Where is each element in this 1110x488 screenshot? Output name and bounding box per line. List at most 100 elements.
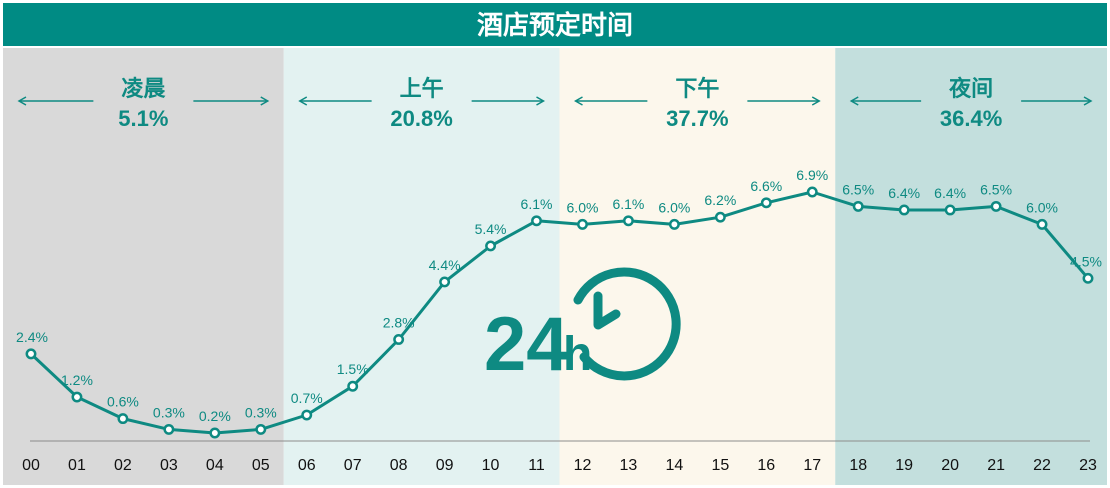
data-point [25, 348, 37, 360]
x-tick-label: 06 [298, 457, 316, 474]
x-tick-label: 04 [206, 457, 224, 474]
x-tick-label: 03 [160, 457, 178, 474]
data-label: 6.5% [842, 181, 874, 197]
data-point [117, 413, 129, 425]
data-label: 0.3% [153, 404, 185, 420]
data-label: 6.6% [750, 178, 782, 194]
x-tick-label: 01 [68, 457, 86, 474]
data-point [944, 204, 956, 216]
period-band [559, 48, 836, 485]
data-point [531, 215, 542, 227]
arrowhead-right [260, 96, 270, 106]
data-point [668, 218, 680, 230]
data-point [714, 211, 726, 223]
period-name: 下午 [675, 76, 719, 102]
x-tick-label: 00 [22, 457, 40, 474]
data-label: 6.1% [612, 196, 644, 212]
logo-number: 24 [484, 302, 569, 387]
arrowhead-right [536, 96, 546, 106]
x-tick-label: 22 [1033, 457, 1051, 474]
arrowhead-left [298, 96, 308, 106]
clock-arc [573, 267, 681, 381]
data-point [760, 197, 772, 209]
data-label: 6.0% [567, 199, 599, 215]
chart-title: 酒店预定时间 [477, 10, 633, 41]
x-tick-label: 15 [711, 457, 729, 474]
data-label: 6.5% [980, 181, 1012, 197]
data-label: 6.0% [1026, 199, 1058, 215]
data-point [301, 409, 313, 421]
x-tick-label: 17 [803, 457, 821, 474]
x-tick-label: 09 [436, 457, 454, 474]
x-tick-label: 02 [114, 457, 132, 474]
x-tick-label: 07 [344, 457, 362, 474]
data-point [1036, 218, 1048, 230]
arrowhead-right [1083, 96, 1093, 106]
data-label: 1.2% [61, 372, 93, 388]
data-point [622, 215, 634, 227]
data-point [255, 423, 267, 435]
x-tick-label: 05 [252, 457, 270, 474]
arrowhead-left [849, 96, 859, 106]
data-label: 0.7% [291, 390, 323, 406]
x-tick-label: 14 [665, 457, 683, 474]
data-point [898, 204, 910, 216]
x-tick-label: 18 [849, 457, 867, 474]
data-point [71, 391, 83, 403]
arrowhead-left [17, 96, 27, 106]
data-point [393, 334, 405, 345]
data-label: 6.2% [704, 192, 736, 208]
logo-unit: h [563, 328, 592, 381]
data-point [485, 240, 497, 252]
data-point [163, 423, 175, 435]
data-point [439, 276, 451, 288]
data-point [347, 380, 359, 392]
x-tick-label: 19 [895, 457, 913, 474]
24h-clock-icon: 24 h [484, 267, 681, 387]
data-label: 0.2% [199, 408, 231, 424]
period-name: 凌晨 [121, 77, 166, 102]
arrowhead-left [573, 96, 583, 106]
arrowhead-right [811, 96, 821, 106]
title-bar [3, 3, 1107, 46]
x-tick-label: 21 [987, 457, 1005, 474]
x-tick-label: 20 [941, 457, 959, 474]
data-label: 6.1% [521, 196, 553, 212]
data-point [806, 186, 818, 198]
data-label: 2.4% [16, 329, 48, 345]
data-point [209, 427, 221, 439]
period-percent: 37.7% [666, 106, 728, 131]
data-label: 5.4% [475, 221, 507, 237]
x-tick-label: 13 [620, 457, 638, 474]
x-tick-label: 08 [390, 457, 408, 474]
data-label: 1.5% [337, 361, 369, 377]
data-label: 4.4% [429, 257, 461, 273]
period-name: 上午 [400, 76, 444, 102]
data-label: 0.6% [107, 394, 139, 410]
period-percent: 5.1% [118, 106, 168, 131]
data-label: 6.4% [934, 185, 966, 201]
clock-hands [593, 291, 621, 330]
data-label: 6.0% [658, 199, 690, 215]
data-point [1082, 272, 1094, 284]
data-point [577, 218, 588, 230]
data-label: 4.5% [1070, 253, 1102, 269]
period-percent: 20.8% [390, 106, 452, 131]
period-percent: 36.4% [940, 106, 1002, 131]
x-tick-label: 12 [574, 457, 592, 474]
period-band [283, 48, 560, 485]
data-point [852, 200, 864, 212]
period-name: 夜间 [948, 76, 993, 102]
x-tick-label: 16 [757, 457, 775, 474]
x-tick-label: 10 [482, 457, 500, 474]
x-tick-label: 11 [528, 457, 545, 474]
data-label: 6.4% [888, 185, 920, 201]
x-tick-label: 23 [1079, 457, 1097, 474]
series-line [29, 190, 1090, 435]
data-label: 6.9% [796, 167, 828, 183]
data-label: 2.8% [383, 314, 415, 330]
period-band [3, 48, 284, 485]
data-point [990, 200, 1002, 212]
period-band [835, 48, 1107, 485]
